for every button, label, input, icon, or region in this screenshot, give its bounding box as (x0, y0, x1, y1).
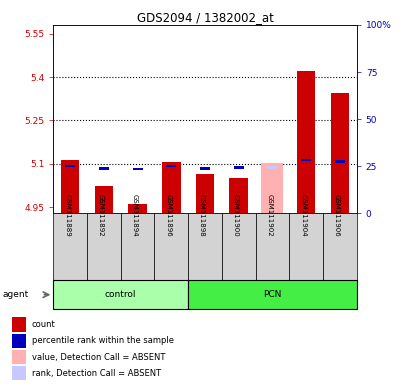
Bar (12, 350, 26, 364)
Bar (188, 213, 221, 280)
Text: GSM111902: GSM111902 (266, 194, 272, 237)
Bar (53, 280, 188, 309)
Text: control: control (105, 290, 136, 299)
Bar (330, 93, 348, 213)
Bar (261, 163, 283, 213)
Text: GSM111906: GSM111906 (333, 194, 339, 237)
Text: GSM111889: GSM111889 (64, 194, 70, 237)
Text: percentile rank within the sample: percentile rank within the sample (32, 336, 173, 346)
Bar (166, 165, 176, 167)
Bar (94, 185, 113, 213)
Bar (154, 213, 188, 280)
Text: GSM111892: GSM111892 (98, 194, 103, 237)
Text: value, Detection Call = ABSENT: value, Detection Call = ABSENT (32, 353, 165, 362)
Text: GSM111900: GSM111900 (232, 194, 238, 237)
Bar (221, 213, 255, 280)
Bar (233, 166, 243, 169)
Bar (65, 165, 75, 167)
Bar (296, 71, 315, 213)
Bar (12, 318, 26, 332)
Bar (53, 213, 87, 280)
Bar (12, 334, 26, 348)
Title: GDS2094 / 1382002_at: GDS2094 / 1382002_at (136, 11, 273, 24)
Bar (99, 167, 109, 170)
Bar (289, 213, 322, 280)
Bar (255, 213, 289, 280)
Bar (188, 280, 356, 309)
Text: agent: agent (2, 290, 28, 299)
Text: PCN: PCN (263, 290, 281, 299)
Text: GSM111896: GSM111896 (165, 194, 171, 237)
Bar (267, 166, 277, 169)
Bar (162, 162, 180, 213)
Bar (132, 168, 142, 170)
Text: GSM111894: GSM111894 (131, 194, 137, 237)
Bar (334, 160, 344, 163)
Bar (61, 160, 79, 213)
Text: GSM111904: GSM111904 (299, 194, 306, 237)
Bar (300, 159, 310, 161)
Bar (87, 213, 120, 280)
Text: rank, Detection Call = ABSENT: rank, Detection Call = ABSENT (32, 369, 161, 378)
Bar (200, 167, 209, 170)
Bar (120, 213, 154, 280)
Bar (229, 178, 247, 213)
Bar (128, 204, 146, 213)
Bar (12, 366, 26, 381)
Bar (322, 213, 356, 280)
Text: GSM111898: GSM111898 (198, 194, 204, 237)
Text: count: count (32, 320, 56, 329)
Bar (195, 174, 214, 213)
